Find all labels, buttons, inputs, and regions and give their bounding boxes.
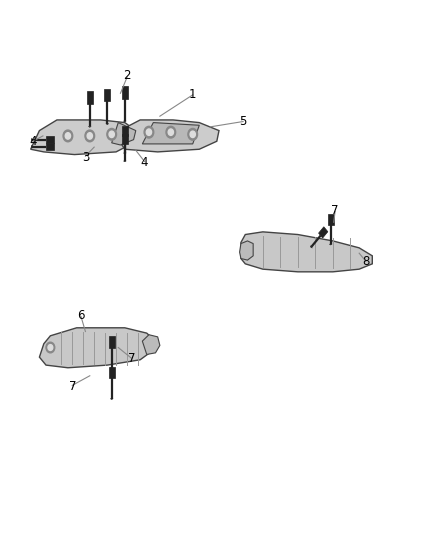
Text: 2: 2 [123, 69, 131, 82]
Polygon shape [122, 134, 128, 144]
Polygon shape [46, 136, 54, 143]
Circle shape [166, 126, 176, 138]
Text: 4: 4 [29, 135, 37, 148]
Text: 7: 7 [68, 380, 76, 393]
Polygon shape [122, 86, 128, 99]
Polygon shape [124, 153, 126, 154]
Polygon shape [31, 138, 32, 141]
Polygon shape [240, 241, 253, 260]
Polygon shape [241, 232, 372, 272]
Polygon shape [118, 120, 219, 152]
Circle shape [168, 129, 173, 135]
Polygon shape [110, 399, 113, 400]
Circle shape [146, 129, 152, 135]
Circle shape [109, 131, 114, 138]
Polygon shape [39, 328, 155, 368]
Circle shape [190, 131, 195, 138]
Text: 7: 7 [127, 352, 135, 365]
Polygon shape [122, 126, 128, 136]
Polygon shape [106, 124, 109, 125]
Circle shape [87, 133, 92, 139]
Polygon shape [329, 244, 332, 245]
Circle shape [48, 345, 53, 351]
Circle shape [144, 126, 154, 138]
Polygon shape [318, 227, 328, 238]
Polygon shape [142, 335, 160, 354]
Text: 1: 1 [189, 88, 197, 101]
Polygon shape [109, 336, 115, 348]
Polygon shape [142, 123, 199, 144]
Text: 8: 8 [362, 255, 369, 268]
Polygon shape [104, 88, 110, 101]
Polygon shape [112, 123, 136, 145]
Polygon shape [87, 91, 93, 104]
Text: 7: 7 [331, 204, 339, 217]
Polygon shape [31, 120, 136, 155]
Circle shape [65, 133, 71, 139]
Text: 4: 4 [141, 156, 148, 169]
Polygon shape [124, 161, 126, 162]
Text: 5: 5 [240, 115, 247, 128]
Polygon shape [88, 126, 91, 127]
Circle shape [63, 130, 73, 142]
Circle shape [107, 128, 117, 140]
Polygon shape [110, 368, 113, 369]
Text: 3: 3 [82, 151, 89, 164]
Polygon shape [124, 121, 126, 122]
Polygon shape [31, 145, 32, 148]
Polygon shape [310, 246, 312, 248]
Circle shape [46, 342, 55, 353]
Polygon shape [109, 367, 115, 378]
Circle shape [85, 130, 95, 142]
Polygon shape [328, 214, 334, 225]
Circle shape [188, 128, 198, 140]
Text: 6: 6 [77, 309, 85, 322]
Polygon shape [46, 143, 54, 150]
